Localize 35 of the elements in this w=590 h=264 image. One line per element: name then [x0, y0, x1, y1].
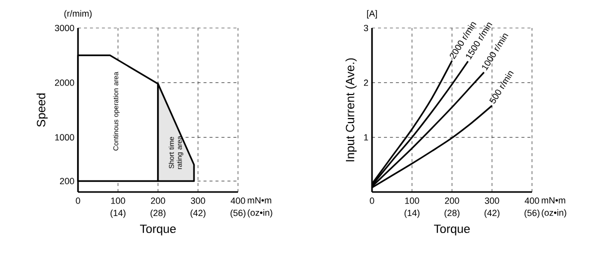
x-tick-label: 200 [444, 198, 460, 204]
x-axis-title: Torque [140, 224, 176, 236]
x2-tick-label: (42) [484, 210, 500, 218]
x-tick-label: 200 [150, 198, 166, 204]
text: (oz•in) [542, 209, 566, 218]
x-tick-label: 300 [484, 198, 500, 204]
x2-tick-label: (56) [230, 210, 246, 218]
text: [A] [367, 10, 377, 18]
y-axis-title: Speed [36, 93, 48, 127]
x-axis-title: Torque [434, 224, 470, 236]
x-tick-label: 300 [190, 198, 206, 204]
y-axis-title: Input Current (Ave.) [346, 58, 357, 162]
text: (r/mim) [64, 10, 92, 18]
y-tick-label: 3 [364, 24, 368, 32]
y-tick-label: 2000 [54, 79, 74, 86]
text: (oz•in) [248, 209, 272, 218]
x2-tick-label: (14) [404, 210, 420, 218]
x-tick-label: 400 [230, 198, 246, 204]
x2-tick-label: (14) [110, 210, 126, 218]
x2-tick-label: (28) [150, 210, 166, 218]
y-tick-label: 2 [364, 80, 368, 86]
y-tick-label: 3000 [54, 24, 74, 32]
x-tick-label: 100 [111, 198, 126, 204]
x2-tick-label: (28) [444, 210, 460, 218]
x-tick-label: 400 [524, 198, 540, 204]
y-tick-label: 200 [60, 178, 74, 184]
x2-tick-label: (56) [524, 210, 540, 218]
y-tick-label: 1000 [55, 134, 74, 141]
x-tick-label: 0 [76, 198, 80, 204]
x2-tick-label: (42) [190, 210, 206, 218]
text: mN•m [542, 197, 566, 204]
x-tick-label: 100 [405, 198, 420, 204]
x-tick-label: 0 [370, 198, 374, 204]
text: mN•m [248, 197, 272, 204]
y-tick-label: 1 [364, 134, 368, 140]
